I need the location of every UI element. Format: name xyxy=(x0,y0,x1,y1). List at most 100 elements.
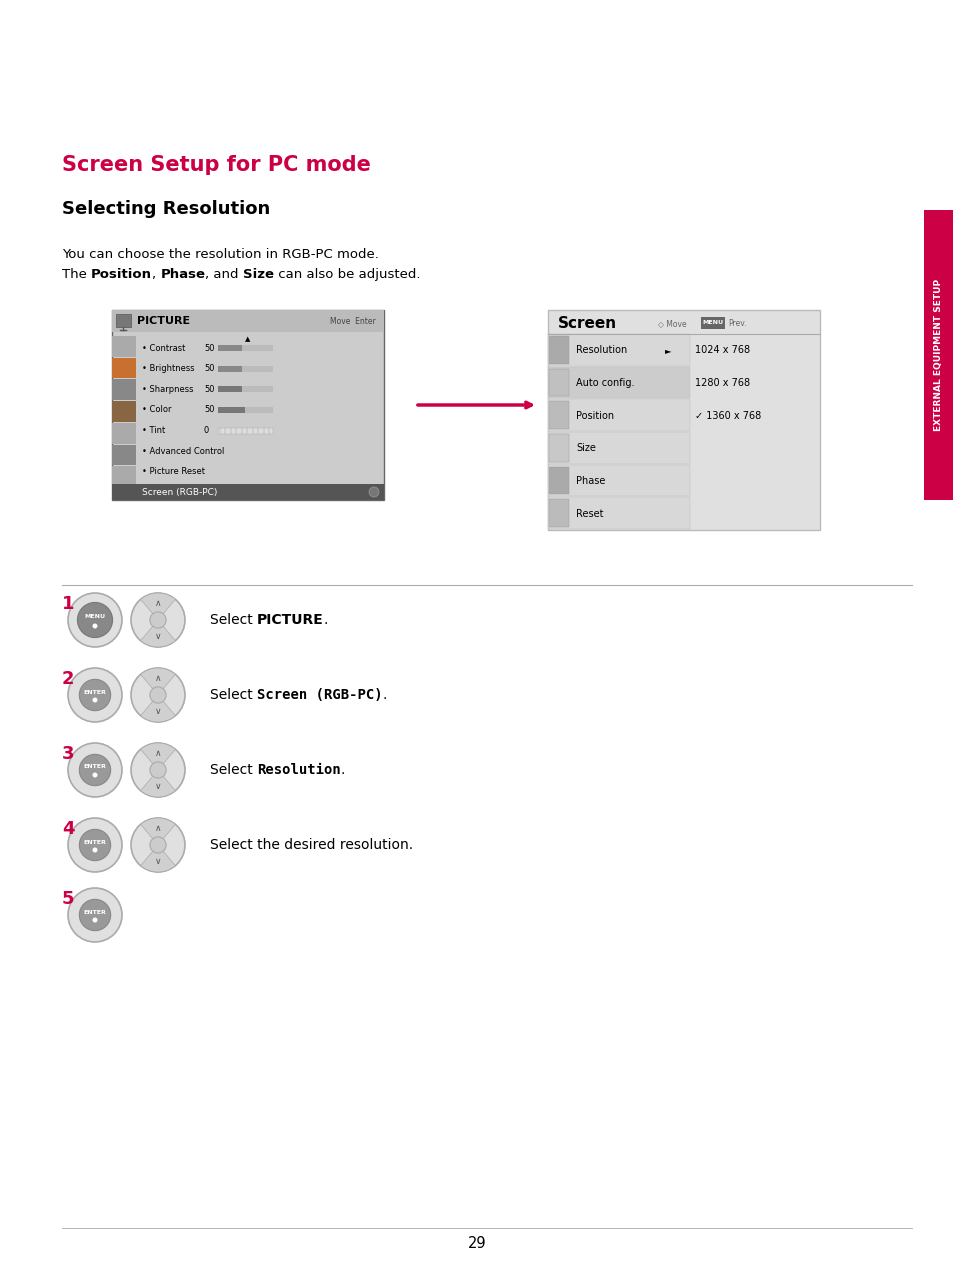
Text: 0: 0 xyxy=(204,426,209,435)
Text: PICTURE: PICTURE xyxy=(137,315,190,326)
FancyBboxPatch shape xyxy=(700,317,724,329)
Text: ∧: ∧ xyxy=(154,674,161,683)
Bar xyxy=(112,336,136,356)
Circle shape xyxy=(150,837,166,854)
Circle shape xyxy=(131,593,185,647)
Text: ▲: ▲ xyxy=(245,336,251,342)
Circle shape xyxy=(92,697,97,702)
Bar xyxy=(218,427,273,434)
Text: Phase: Phase xyxy=(160,268,205,281)
Bar xyxy=(218,407,245,413)
Bar xyxy=(218,345,242,351)
Bar xyxy=(112,379,136,401)
Circle shape xyxy=(79,754,111,786)
Circle shape xyxy=(150,687,166,703)
Text: Screen (RGB-PC): Screen (RGB-PC) xyxy=(257,688,382,702)
Circle shape xyxy=(68,593,122,647)
Text: ENTER: ENTER xyxy=(84,909,107,915)
Text: ∧: ∧ xyxy=(154,599,161,608)
Circle shape xyxy=(369,487,378,497)
Circle shape xyxy=(150,612,166,628)
Text: Screen Setup for PC mode: Screen Setup for PC mode xyxy=(62,155,371,176)
Bar xyxy=(547,310,820,530)
Text: Auto config.: Auto config. xyxy=(576,378,634,388)
Bar xyxy=(218,387,273,392)
Text: , and: , and xyxy=(205,268,243,281)
Text: Reset: Reset xyxy=(576,509,603,519)
Text: 29: 29 xyxy=(467,1236,486,1252)
Bar xyxy=(116,314,131,327)
Circle shape xyxy=(79,829,111,861)
Bar xyxy=(547,432,689,464)
Text: MENU: MENU xyxy=(701,321,722,326)
Circle shape xyxy=(68,668,122,722)
Bar xyxy=(547,399,689,431)
Circle shape xyxy=(68,888,122,943)
Bar xyxy=(112,401,136,422)
Text: 5: 5 xyxy=(62,890,74,908)
Text: ►: ► xyxy=(664,346,671,355)
Bar xyxy=(548,336,568,364)
Circle shape xyxy=(131,668,185,722)
Text: • Advanced Control: • Advanced Control xyxy=(142,446,224,455)
Bar xyxy=(112,445,136,466)
Text: Size: Size xyxy=(576,444,596,453)
Text: ∨: ∨ xyxy=(154,782,161,791)
Text: • Color: • Color xyxy=(142,406,172,415)
Text: Resolution: Resolution xyxy=(576,345,626,355)
Text: PICTURE: PICTURE xyxy=(257,613,323,627)
Bar xyxy=(548,434,568,462)
Text: 50: 50 xyxy=(204,385,214,394)
Circle shape xyxy=(79,899,111,931)
Text: Resolution: Resolution xyxy=(257,763,340,777)
Text: 3: 3 xyxy=(62,745,74,763)
Text: ◇ Move: ◇ Move xyxy=(658,319,686,328)
Text: • Tint: • Tint xyxy=(142,426,165,435)
Text: 1: 1 xyxy=(62,595,74,613)
Text: Position: Position xyxy=(91,268,152,281)
Text: Select: Select xyxy=(210,613,257,627)
Circle shape xyxy=(68,743,122,798)
Bar xyxy=(112,467,136,487)
Circle shape xyxy=(92,917,97,922)
Text: The: The xyxy=(62,268,91,281)
Circle shape xyxy=(79,679,111,711)
Circle shape xyxy=(150,762,166,778)
Circle shape xyxy=(92,623,97,628)
Text: Select: Select xyxy=(210,688,257,702)
Text: • Contrast: • Contrast xyxy=(142,343,185,352)
Text: .: . xyxy=(382,688,387,702)
Wedge shape xyxy=(140,668,175,695)
Text: You can choose the resolution in RGB-PC mode.: You can choose the resolution in RGB-PC … xyxy=(62,248,378,261)
Text: 1280 x 768: 1280 x 768 xyxy=(695,378,749,388)
Text: Selecting Resolution: Selecting Resolution xyxy=(62,200,270,218)
Bar xyxy=(547,464,689,496)
Text: Prev.: Prev. xyxy=(727,319,745,328)
Bar xyxy=(112,357,136,379)
Text: .: . xyxy=(340,763,345,777)
Bar xyxy=(112,310,384,500)
Bar xyxy=(923,210,953,500)
Text: ✓ 1360 x 768: ✓ 1360 x 768 xyxy=(695,411,760,421)
Circle shape xyxy=(131,743,185,798)
Bar xyxy=(548,467,568,495)
Text: • Sharpness: • Sharpness xyxy=(142,385,193,394)
Text: ∧: ∧ xyxy=(154,749,161,758)
Bar xyxy=(547,497,689,529)
Bar xyxy=(218,366,242,371)
Text: Size: Size xyxy=(243,268,274,281)
Text: ∨: ∨ xyxy=(154,632,161,641)
Text: ,: , xyxy=(152,268,160,281)
Text: ENTER: ENTER xyxy=(84,764,107,770)
Text: Phase: Phase xyxy=(576,476,605,486)
Bar xyxy=(547,335,689,365)
Circle shape xyxy=(68,818,122,873)
Text: ENTER: ENTER xyxy=(84,689,107,695)
Text: Move  Enter: Move Enter xyxy=(330,317,375,326)
Circle shape xyxy=(77,603,112,637)
Text: EXTERNAL EQUIPMENT SETUP: EXTERNAL EQUIPMENT SETUP xyxy=(934,279,943,431)
Text: Select the desired resolution.: Select the desired resolution. xyxy=(210,838,413,852)
Text: • Brightness: • Brightness xyxy=(142,364,194,373)
Text: .: . xyxy=(323,613,328,627)
Wedge shape xyxy=(140,818,175,845)
